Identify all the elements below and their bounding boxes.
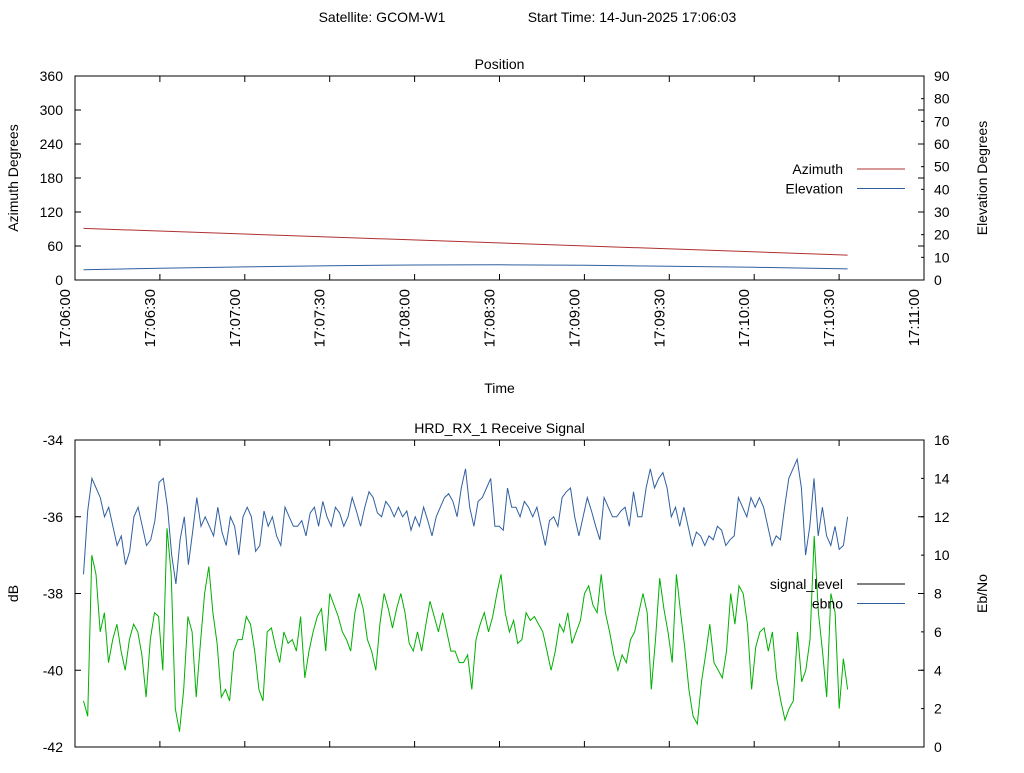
x-tick-label: 17:06:30 <box>142 289 159 347</box>
legend-label-signal_level: signal_level <box>770 576 843 592</box>
x-tick-label: 17:08:00 <box>397 289 414 347</box>
plot-frame <box>74 439 925 748</box>
y2-tick-label: 30 <box>934 204 950 220</box>
legend-label-Elevation: Elevation <box>785 181 843 197</box>
receive-signal-chart: HRD_RX_1 Receive Signal -42 -40 -38 -36 -34 0 2… <box>5 420 990 755</box>
y-tick-label: -38 <box>43 586 63 602</box>
y2-tick-label: 16 <box>934 432 950 448</box>
y-tick-label: -42 <box>43 739 63 755</box>
series-line-Azimuth <box>83 227 848 256</box>
x-tick-label: 17:09:00 <box>566 289 583 347</box>
x-tick-label: 17:07:30 <box>312 289 329 347</box>
figure-title-start-time: Start Time: 14-Jun-2025 17:06:03 <box>528 9 737 25</box>
x-tick-label: 17:11:00 <box>906 289 923 346</box>
y-axis-label: Azimuth Degrees <box>5 124 21 231</box>
y-tick-label: 240 <box>40 136 64 152</box>
x-tick-label: 17:07:00 <box>227 289 244 347</box>
x-tick-label: 17:09:30 <box>651 289 668 347</box>
y-tick-label: -36 <box>43 509 63 525</box>
y2-tick-label: 10 <box>934 249 950 265</box>
series-line-Elevation <box>83 264 848 271</box>
legend-label-ebno: ebno <box>812 596 843 612</box>
y-tick-label: 120 <box>40 204 64 220</box>
plot-frame <box>74 75 925 281</box>
y2-tick-label: 12 <box>934 509 950 525</box>
y2-tick-label: 40 <box>934 181 950 197</box>
figure-title-satellite: Satellite: GCOM-W1 <box>319 9 446 25</box>
y2-tick-label: 80 <box>934 91 950 107</box>
y2-tick-label: 2 <box>934 701 942 717</box>
chart-title: Position <box>475 56 525 72</box>
y-axis-label: dB <box>5 585 21 602</box>
y2-axis-label: Eb/No <box>974 574 990 613</box>
y2-tick-label: 50 <box>934 159 950 175</box>
x-tick-label: 17:10:30 <box>821 289 838 347</box>
y2-tick-label: 8 <box>934 586 942 602</box>
y-tick-label: -40 <box>43 662 63 678</box>
legend-label-Azimuth: Azimuth <box>792 161 843 177</box>
x-axis-label: Time <box>484 380 515 396</box>
y2-tick-label: 70 <box>934 113 950 129</box>
y-tick-label: 300 <box>40 102 64 118</box>
x-tick-label: 17:10:00 <box>736 289 753 347</box>
y2-tick-label: 4 <box>934 662 942 678</box>
y-tick-label: 360 <box>40 68 64 84</box>
y-tick-label: 60 <box>47 238 63 254</box>
y2-axis-label: Elevation Degrees <box>974 121 990 235</box>
x-tick-label: 17:08:30 <box>482 289 499 347</box>
y2-tick-label: 14 <box>934 470 950 486</box>
chart-title: HRD_RX_1 Receive Signal <box>414 420 584 436</box>
series-line-ebno <box>83 457 849 584</box>
y2-tick-label: 90 <box>934 68 950 84</box>
y2-tick-label: 6 <box>934 624 942 640</box>
position-chart: Position 0 60 120 180 240 300 360 0 10 20 30 40 50 60 7… <box>5 56 990 396</box>
x-tick-label: 17:06:00 <box>57 289 74 347</box>
y2-tick-label: 0 <box>934 739 942 755</box>
y2-tick-label: 20 <box>934 227 950 243</box>
y-tick-label: 180 <box>40 170 64 186</box>
y2-tick-label: 0 <box>934 272 942 288</box>
y-tick-label: -34 <box>43 432 63 448</box>
y-tick-label: 0 <box>55 272 63 288</box>
series-line-signal_level <box>83 528 849 732</box>
y2-tick-label: 60 <box>934 136 950 152</box>
y2-tick-label: 10 <box>934 547 950 563</box>
